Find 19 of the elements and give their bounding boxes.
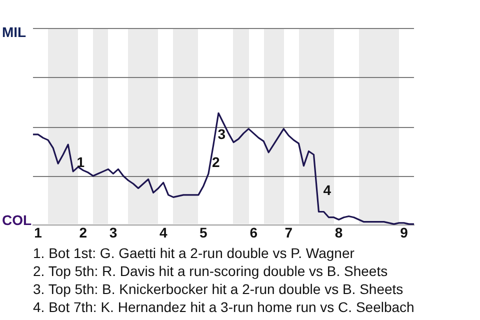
- x-tick-label: 9: [400, 224, 408, 240]
- text: 4. Bot 7th: K. Hernandez hit a 3-run home run vs C. Seelbach: [33, 298, 414, 316]
- x-tick-label: 8: [334, 224, 343, 240]
- x-tick-label: 4: [159, 224, 168, 240]
- x-tick-label: 1: [34, 224, 42, 240]
- x-tick-label: 5: [200, 224, 208, 240]
- x-tick-label: 7: [284, 224, 293, 240]
- text: COL: [2, 212, 32, 228]
- annotation: 3: [218, 126, 226, 142]
- text: 2. Top 5th: R. Davis hit a run-scoring double vs B. Sheets: [33, 262, 389, 280]
- text: MIL: [2, 24, 26, 40]
- annotation: 1: [76, 154, 85, 170]
- x-tick-label: 3: [109, 224, 118, 240]
- annotation: 4: [323, 182, 332, 198]
- x-tick-label: 2: [79, 224, 88, 240]
- annotation: 2: [212, 154, 220, 170]
- text: 3. Top 5th: B. Knickerbocker hit a 2-run double vs B. Sheets: [33, 280, 404, 298]
- x-tick-label: 6: [250, 224, 258, 240]
- text: 1. Bot 1st: G. Gaetti hit a 2-run double vs P. Wagner: [33, 244, 356, 262]
